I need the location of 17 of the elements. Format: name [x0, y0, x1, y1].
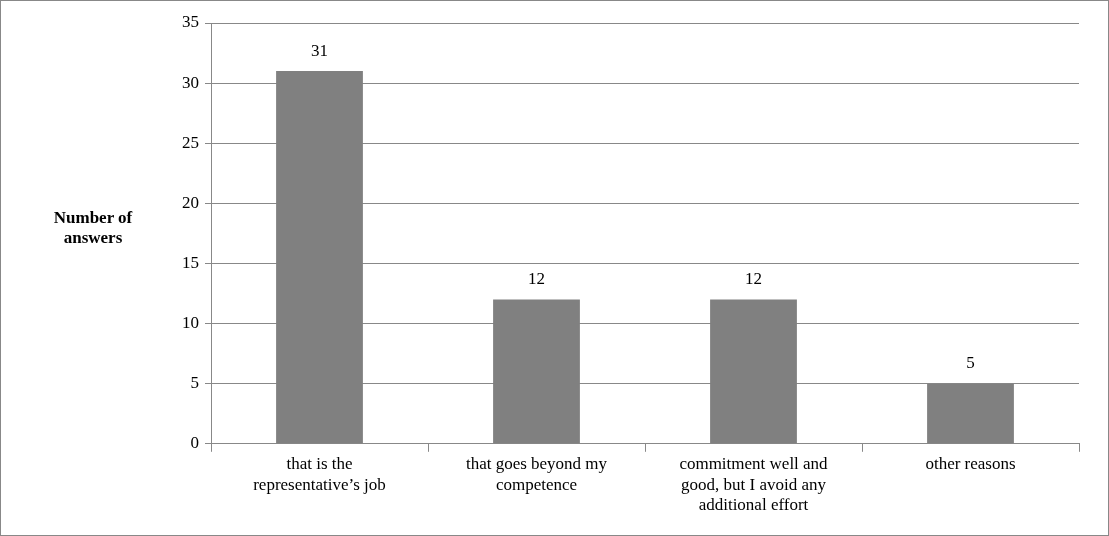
y-tick-label: 5: [190, 373, 199, 393]
data-label: 12: [745, 268, 762, 288]
x-tick-label: that is the representative’s job: [253, 454, 386, 494]
x-tick-label: commitment well and good, but I avoid any additional effort: [679, 454, 829, 515]
y-tick-label: 35: [182, 12, 199, 32]
data-label: 31: [311, 40, 328, 60]
data-label: 5: [966, 353, 975, 373]
data-label: 12: [528, 268, 545, 288]
y-axis-title: Number of answers: [53, 207, 133, 247]
y-tick-label: 25: [182, 132, 199, 152]
y-tick-label: 10: [182, 313, 199, 333]
y-tick-label: 30: [182, 72, 199, 92]
x-tick-label: other reasons: [925, 454, 1016, 474]
y-tick-label: 0: [190, 433, 199, 453]
y-tick-label: 20: [182, 192, 199, 212]
x-tick-label: that goes beyond my competence: [465, 454, 608, 494]
y-tick-label: 15: [182, 252, 199, 272]
